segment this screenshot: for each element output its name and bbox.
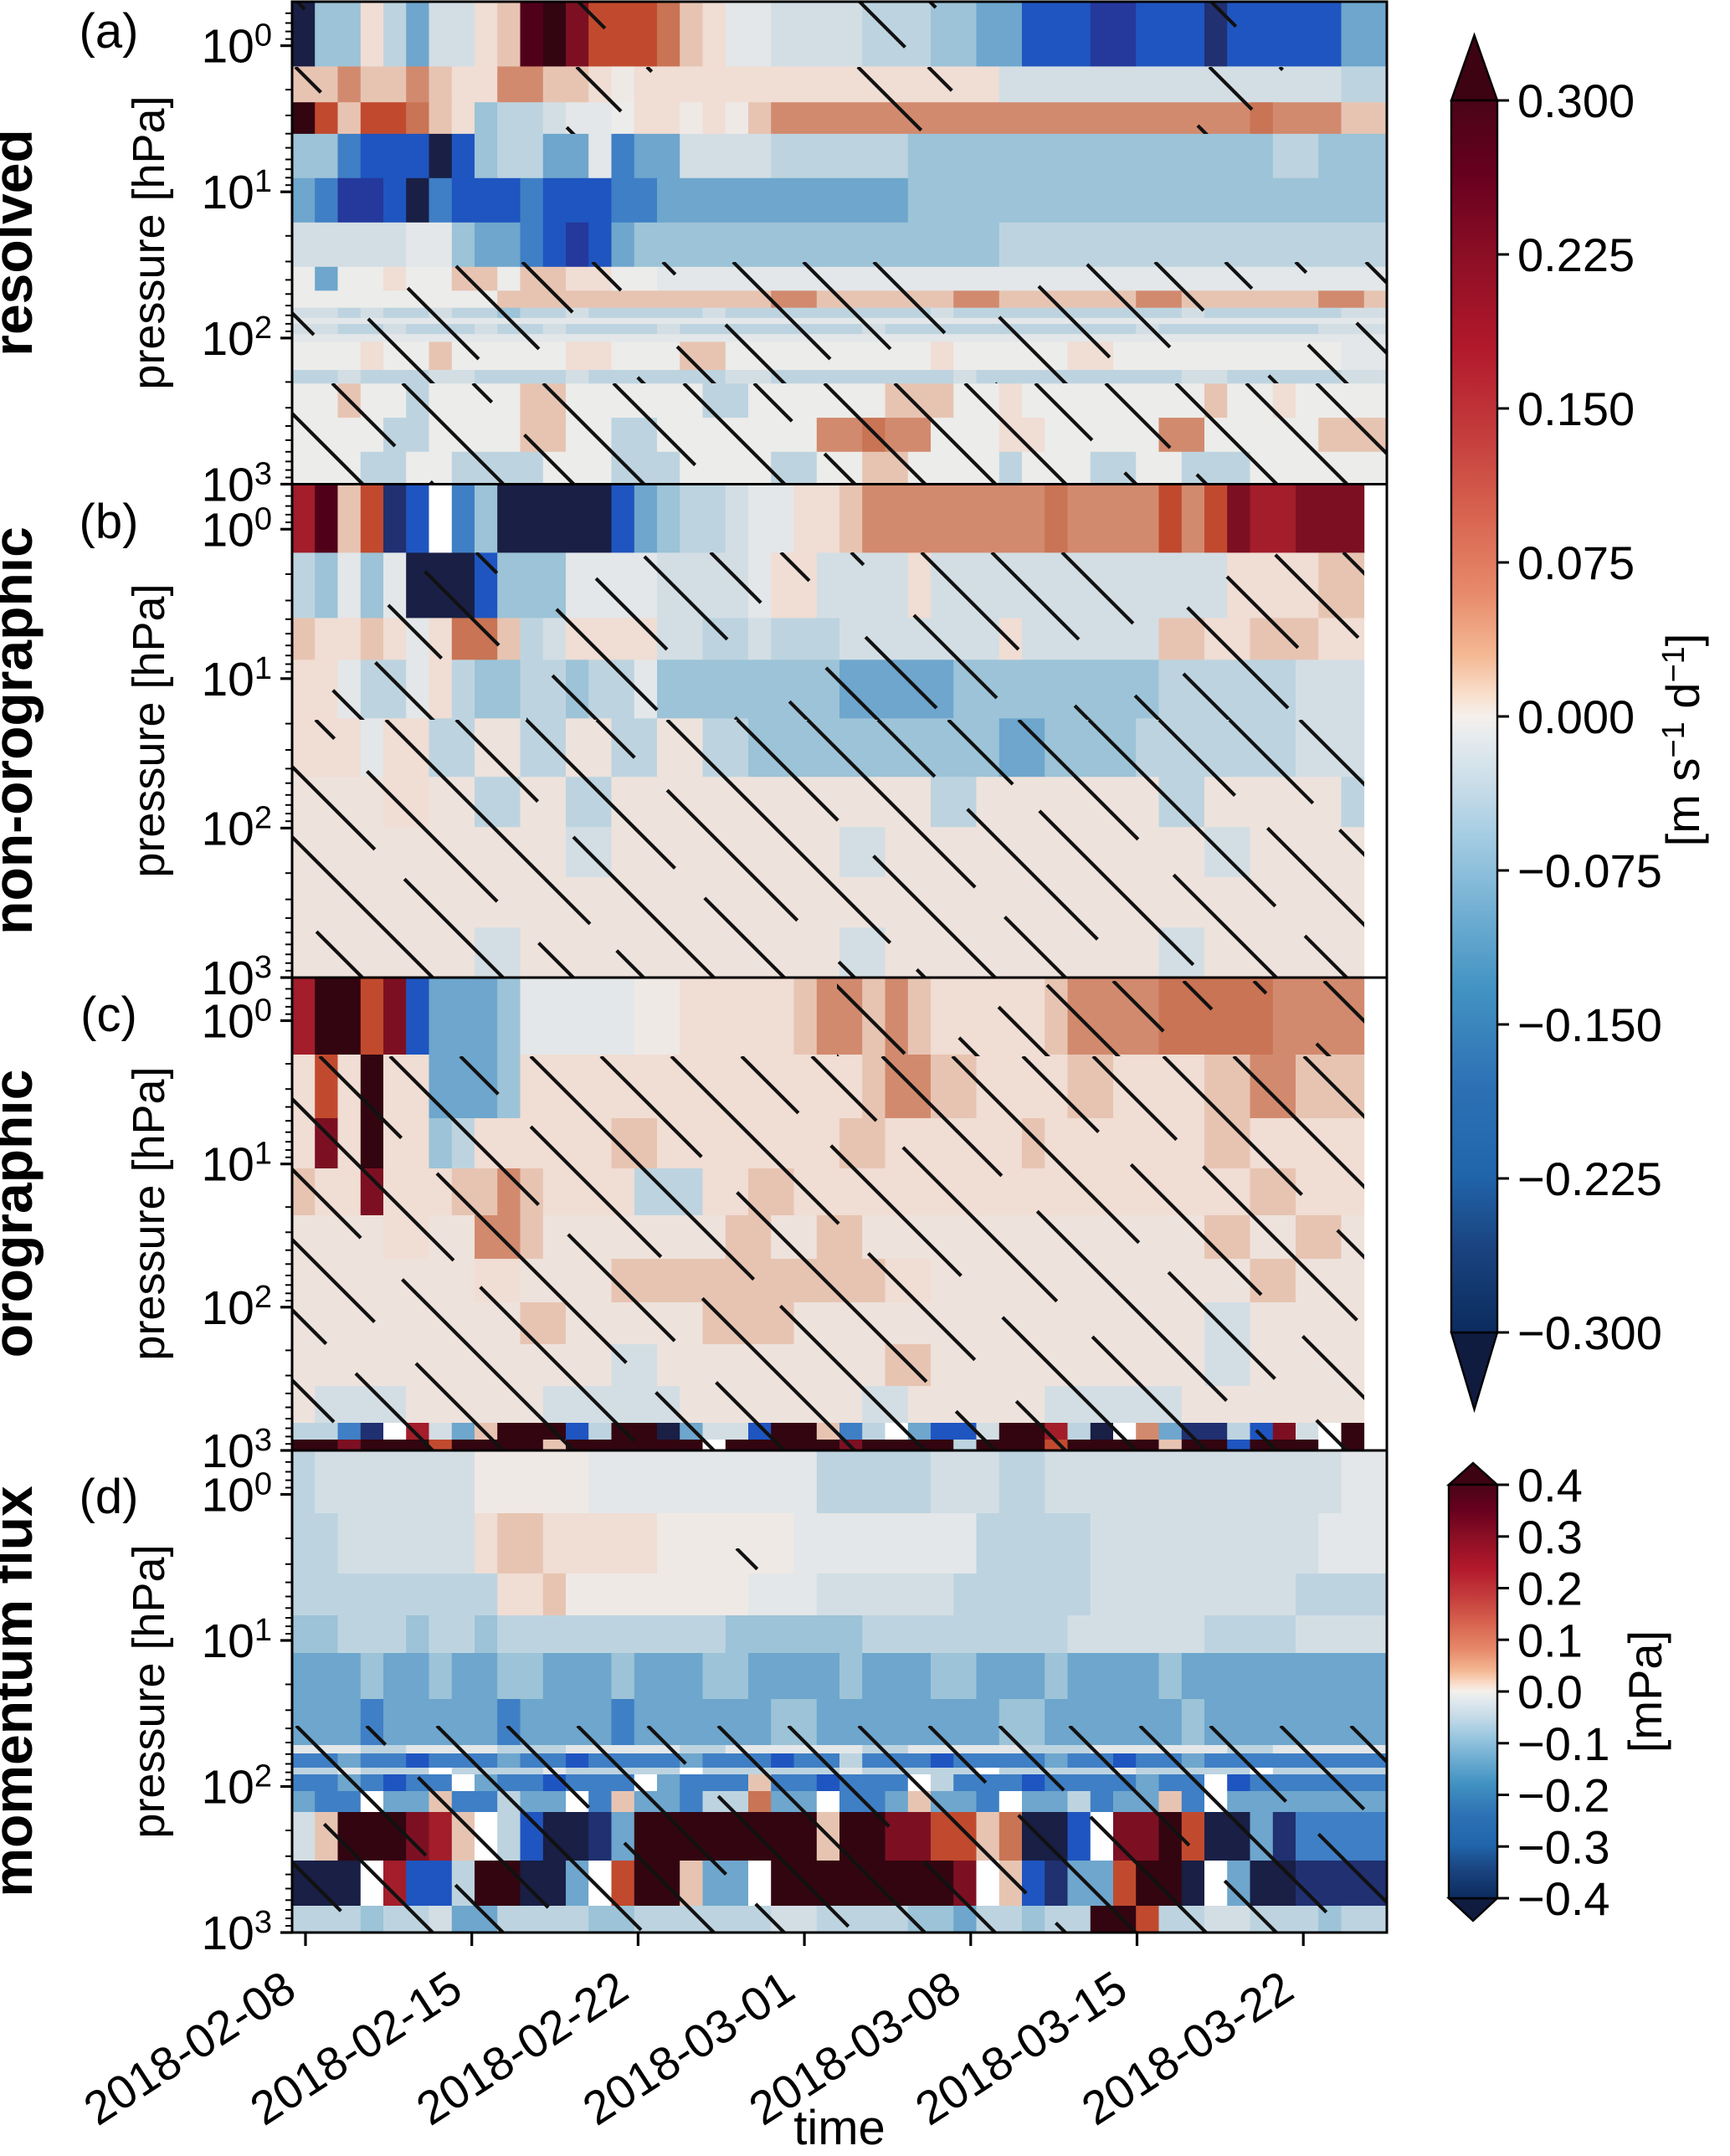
svg-text:0.000: 0.000 bbox=[1517, 690, 1635, 743]
svg-text:−0.3: −0.3 bbox=[1517, 1820, 1610, 1873]
svg-text:0.225: 0.225 bbox=[1517, 228, 1635, 281]
svg-text:−0.4: −0.4 bbox=[1517, 1872, 1610, 1925]
svg-text:−0.225: −0.225 bbox=[1517, 1152, 1662, 1205]
svg-text:(b): (b) bbox=[80, 495, 139, 549]
svg-text:[m s−1 d−1]: [m s−1 d−1] bbox=[1656, 634, 1709, 847]
svg-text:(a): (a) bbox=[80, 4, 139, 59]
svg-text:0.0: 0.0 bbox=[1517, 1666, 1583, 1718]
svg-text:0.4: 0.4 bbox=[1517, 1459, 1583, 1512]
svg-text:102: 102 bbox=[201, 1280, 272, 1335]
svg-text:pressure [hPa]: pressure [hPa] bbox=[124, 95, 174, 389]
svg-text:[mPa]: [mPa] bbox=[1619, 1630, 1671, 1753]
svg-text:−0.1: −0.1 bbox=[1517, 1717, 1610, 1770]
svg-text:100: 100 bbox=[201, 18, 272, 74]
svg-text:0.1: 0.1 bbox=[1517, 1614, 1583, 1666]
svg-text:pressure [hPa]: pressure [hPa] bbox=[124, 1544, 174, 1838]
svg-text:−0.075: −0.075 bbox=[1517, 844, 1662, 897]
svg-text:momentum flux: momentum flux bbox=[0, 1486, 44, 1897]
svg-text:−0.2: −0.2 bbox=[1517, 1769, 1610, 1822]
svg-text:(c): (c) bbox=[80, 988, 137, 1042]
svg-text:−0.150: −0.150 bbox=[1517, 998, 1662, 1051]
svg-text:−0.300: −0.300 bbox=[1517, 1306, 1662, 1359]
svg-text:time: time bbox=[793, 2101, 886, 2155]
svg-text:orographic: orographic bbox=[0, 1070, 44, 1358]
svg-text:resolved: resolved bbox=[0, 129, 44, 356]
svg-text:0.075: 0.075 bbox=[1517, 536, 1635, 589]
svg-text:non-orographic: non-orographic bbox=[0, 526, 44, 935]
svg-text:0.2: 0.2 bbox=[1517, 1563, 1583, 1615]
svg-text:0.150: 0.150 bbox=[1517, 382, 1635, 435]
svg-text:(d): (d) bbox=[80, 1470, 139, 1524]
svg-text:0.3: 0.3 bbox=[1517, 1511, 1583, 1563]
svg-text:pressure [hPa]: pressure [hPa] bbox=[124, 1066, 174, 1360]
svg-text:pressure [hPa]: pressure [hPa] bbox=[124, 583, 174, 877]
svg-text:0.300: 0.300 bbox=[1517, 74, 1635, 127]
